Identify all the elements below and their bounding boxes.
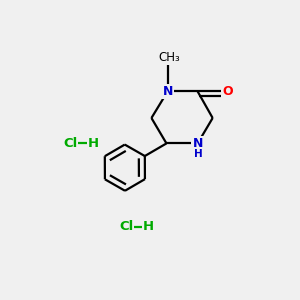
Text: N: N bbox=[162, 85, 173, 98]
Text: N: N bbox=[193, 137, 203, 150]
Text: Cl: Cl bbox=[64, 137, 78, 150]
Text: H: H bbox=[87, 137, 99, 150]
Text: H: H bbox=[194, 149, 203, 159]
Text: Cl: Cl bbox=[119, 220, 133, 233]
Text: H: H bbox=[143, 220, 154, 233]
Text: CH₃: CH₃ bbox=[158, 51, 180, 64]
Text: O: O bbox=[222, 85, 233, 98]
